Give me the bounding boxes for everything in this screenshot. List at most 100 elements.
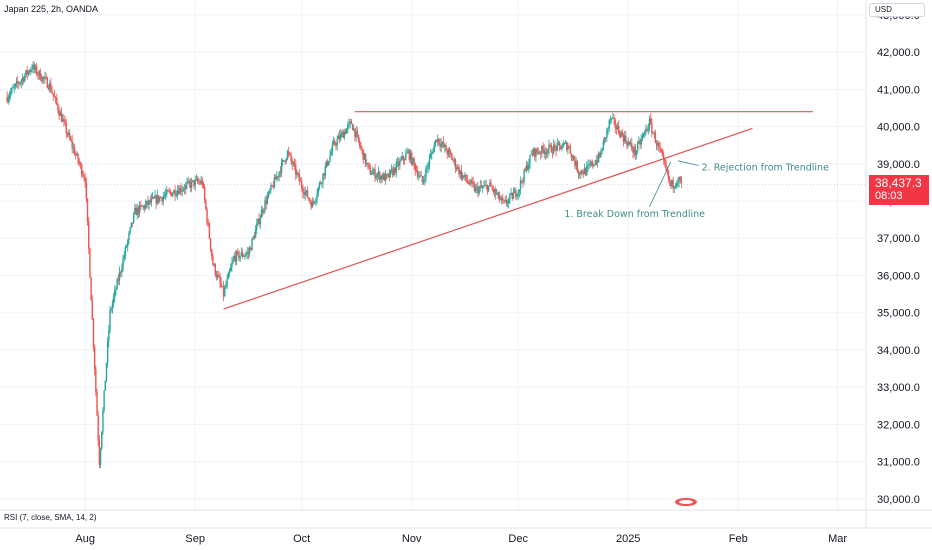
candle-body <box>112 296 115 304</box>
candle-body <box>445 145 447 151</box>
candle-body <box>259 218 261 225</box>
candle-body <box>562 144 564 148</box>
candle-body <box>196 178 199 182</box>
candle-body <box>550 145 553 153</box>
candle-body <box>26 70 28 75</box>
candle-body <box>636 143 639 152</box>
candle-body <box>104 380 106 391</box>
candle-body <box>305 190 308 192</box>
candle-body <box>596 160 599 163</box>
candle-body <box>530 154 532 156</box>
candle-body <box>434 139 437 145</box>
candle-body <box>205 199 207 210</box>
trendlines <box>0 111 866 310</box>
candle-body <box>17 81 19 84</box>
candle-body <box>304 191 306 195</box>
candle-body <box>317 187 319 195</box>
candle-body <box>170 192 173 197</box>
candle-body <box>386 174 388 176</box>
candle-body <box>457 167 459 169</box>
candle-body <box>60 112 63 122</box>
candle-body <box>426 167 428 169</box>
candle-body <box>86 198 89 222</box>
session-badge[interactable] <box>675 498 697 506</box>
candle-body <box>57 104 59 111</box>
candle-body <box>394 167 396 173</box>
candle-body <box>657 142 659 146</box>
candle-body <box>220 282 222 287</box>
candle-body <box>239 255 241 259</box>
candle-body <box>376 174 379 177</box>
candle-body <box>131 222 134 224</box>
price-tick-label: 31,000.0 <box>877 457 920 469</box>
session-icon-inner <box>679 500 693 504</box>
candle-body <box>73 147 76 155</box>
candle-body <box>370 174 373 176</box>
candle-body <box>620 131 622 138</box>
price-tick-label: 34,000.0 <box>877 345 920 357</box>
candle-body <box>484 184 486 186</box>
candle-body <box>108 329 110 342</box>
candle-body <box>547 150 549 154</box>
candle-body <box>106 341 109 364</box>
rsi-indicator-label[interactable]: RSI (7, close, SMA, 14, 2) <box>4 513 97 522</box>
candle-body <box>362 149 364 160</box>
candle-body <box>558 142 561 146</box>
candle-body <box>672 180 674 188</box>
candle-body <box>528 164 530 170</box>
candle-body <box>517 191 519 196</box>
candle-body <box>235 251 238 262</box>
candle-body <box>312 201 315 203</box>
price-axis[interactable]: 30,000.0 31,000.0 32,000.0 33,000.0 34,000.0… <box>877 10 920 506</box>
candle-body <box>481 187 484 188</box>
candle-body <box>539 152 542 154</box>
candle-body <box>167 190 169 192</box>
candle-body <box>635 151 638 156</box>
candle-body <box>118 272 121 281</box>
candle-body <box>277 176 279 177</box>
currency-badge[interactable]: USD <box>869 3 925 17</box>
candle-body <box>325 160 328 167</box>
candle-body <box>400 159 402 161</box>
candle-body <box>241 252 244 257</box>
time-tick-label: Feb <box>729 533 748 545</box>
candle-body <box>454 159 457 169</box>
candle-body <box>328 161 330 165</box>
candle-body <box>586 166 588 176</box>
candle-body <box>213 264 215 266</box>
candle-body <box>38 70 40 75</box>
symbol-title: Japan 225, 2h, OANDA <box>4 4 99 14</box>
candle-body <box>615 127 618 130</box>
candle-body <box>82 174 84 176</box>
candle-body <box>544 152 547 155</box>
candle-body <box>303 192 305 195</box>
candle-body <box>395 162 398 173</box>
candle-body <box>563 143 566 145</box>
candle-body <box>8 95 11 99</box>
price-tick-label: 35,000.0 <box>877 308 920 320</box>
candle-body <box>287 151 290 154</box>
candle-body <box>273 177 276 188</box>
candle-body <box>389 169 392 178</box>
candle-body <box>377 172 380 175</box>
candle-body <box>283 159 285 161</box>
candle-body <box>480 185 483 188</box>
candle-body <box>135 207 137 216</box>
candle-body <box>290 154 292 161</box>
candle-body <box>264 200 266 210</box>
candle-body <box>12 87 14 89</box>
candle-body <box>172 193 174 197</box>
candle-body <box>224 287 226 296</box>
candle-body <box>202 184 205 188</box>
candle-body <box>679 177 681 181</box>
candle-body <box>69 133 71 139</box>
candle-body <box>332 140 335 145</box>
candle-body <box>95 369 97 392</box>
candle-body <box>678 177 680 182</box>
candle-body <box>422 180 425 183</box>
candle-body <box>353 128 355 131</box>
candle-body <box>132 213 135 223</box>
time-axis[interactable]: Aug Sep Oct Nov Dec 2025 Feb Mar <box>75 533 847 545</box>
candle-body <box>134 207 136 214</box>
